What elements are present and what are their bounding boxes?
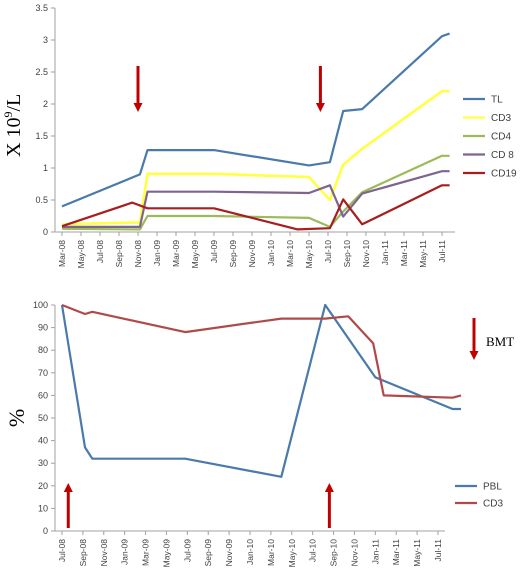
chart1-legend: TL CD3 CD4 CD 8 CD19 — [463, 95, 517, 180]
chart2-x-ticks: Jul-08 Sep-08 Nov-08 Jan-09 Mar-09 May-09 Jul-… — [57, 531, 443, 567]
lymphocyte-counts-chart: 0 0.5 1 1.5 2 2.5 3 3.5 Mar-08 May-08 Jul-08 Sep-0… — [1, 3, 517, 268]
x-tick-label: Jan-11 — [370, 539, 380, 565]
y-tick-label: 1.5 — [35, 131, 48, 141]
x-tick-label: Mar-09 — [171, 240, 181, 267]
legend-label: PBL — [483, 482, 502, 493]
x-tick-label: Mar-10 — [285, 240, 295, 267]
chart1-x-ticks: Mar-08 May-08 Jul-08 Sep-08 Nov-08 Jan-09 Mar-… — [57, 232, 447, 268]
chart1-y-ticks: 0 0.5 1 1.5 2 2.5 3 3.5 — [35, 3, 55, 237]
x-tick-label: Jan-11 — [380, 240, 390, 266]
chart2-series — [60, 303, 462, 478]
x-tick-label: Mar-09 — [141, 539, 151, 566]
bmt-legend-note: BMT — [469, 318, 514, 360]
x-tick-label: Sep-08 — [114, 240, 124, 268]
y-tick-label: 20 — [38, 481, 48, 491]
x-tick-label: Nov-08 — [99, 539, 109, 567]
y-tick-label: 90 — [38, 323, 48, 333]
x-tick-label: Jul-11 — [433, 539, 443, 562]
x-tick-label: Nov-09 — [247, 240, 257, 268]
x-tick-label: Jan-10 — [266, 240, 276, 266]
y-tick-label: 100 — [33, 300, 48, 310]
y-tick-label: 30 — [38, 458, 48, 468]
bmt-legend-label: BMT — [486, 334, 514, 349]
bmt-arrow-head — [324, 483, 334, 492]
legend-label: CD3 — [491, 113, 511, 124]
x-tick-label: Jul-10 — [308, 539, 318, 562]
legend-label: TL — [491, 95, 503, 106]
chart2-y-ticks: 0 10 20 30 40 50 60 70 80 90 100 — [33, 300, 55, 536]
y-tick-label: 3 — [43, 35, 48, 45]
x-tick-label: Jul-09 — [182, 539, 192, 562]
x-tick-label: Sep-09 — [228, 240, 238, 268]
series-line-tl — [61, 32, 450, 208]
x-tick-label: Sep-09 — [203, 539, 213, 567]
x-tick-label: Jan-09 — [120, 539, 130, 565]
chart2-bmt-arrows — [63, 483, 334, 528]
x-tick-label: Jul-09 — [209, 240, 219, 263]
x-tick-label: Jan-10 — [245, 539, 255, 565]
y-tick-label: 50 — [38, 413, 48, 423]
x-tick-label: Mar-10 — [266, 539, 276, 566]
series-line-cd4 — [61, 154, 450, 231]
x-tick-label: May-11 — [418, 240, 428, 268]
y-tick-label: 60 — [38, 390, 48, 400]
x-tick-label: May-10 — [304, 240, 314, 269]
y-tick-label: 0 — [43, 227, 48, 237]
x-tick-label: May-11 — [412, 539, 422, 567]
y-tick-label: 0 — [43, 526, 48, 536]
legend-label: CD 8 — [491, 150, 514, 161]
y-tick-label: 10 — [38, 503, 48, 513]
series-line-cd8 — [62, 170, 450, 228]
x-tick-label: May-09 — [161, 539, 171, 568]
series-line-pbl — [60, 303, 461, 478]
x-tick-label: Jul-08 — [57, 539, 67, 562]
x-tick-label: May-10 — [287, 539, 297, 568]
legend-label: CD4 — [491, 132, 511, 143]
chart2-legend: PBL CD3 — [455, 482, 503, 510]
x-tick-label: May-08 — [76, 240, 86, 269]
y-tick-label: 40 — [38, 436, 48, 446]
bmt-arrow-head — [63, 483, 73, 492]
x-tick-label: Sep-10 — [342, 240, 352, 268]
y-tick-label: 3.5 — [35, 3, 48, 13]
y-tick-label: 2 — [43, 99, 48, 109]
x-tick-label: Jan-09 — [152, 240, 162, 266]
chart2-y-axis-label: % — [4, 409, 29, 427]
legend-label: CD3 — [483, 499, 503, 510]
x-tick-label: Mar-11 — [399, 240, 409, 267]
x-tick-label: Jul-11 — [437, 240, 447, 263]
x-tick-label: Mar-08 — [57, 240, 67, 267]
y-tick-label: 80 — [38, 345, 48, 355]
y-tick-label: 2.5 — [35, 67, 48, 77]
y-tick-label: 0.5 — [35, 195, 48, 205]
chart1-bmt-arrows — [133, 66, 325, 112]
x-tick-label: Jul-10 — [323, 240, 333, 263]
x-tick-label: Nov-08 — [133, 240, 143, 268]
x-tick-label: Sep-10 — [329, 539, 339, 567]
x-tick-label: Nov-10 — [361, 240, 371, 268]
percentage-chart: 0 10 20 30 40 50 60 70 80 90 100 Jul-08 Sep-08 Nov-0… — [4, 300, 514, 567]
chart1-y-axis-label: X 109/L — [1, 94, 25, 157]
y-tick-label: 1 — [43, 163, 48, 173]
chart1-series — [61, 32, 450, 231]
bmt-arrow-head — [315, 103, 325, 112]
legend-label: CD19 — [491, 169, 517, 180]
y-tick-label: 70 — [38, 368, 48, 378]
x-tick-label: Nov-10 — [349, 539, 359, 567]
bmt-arrow-head — [133, 103, 143, 112]
bmt-legend-arrow-head — [469, 351, 479, 360]
x-tick-label: May-09 — [190, 240, 200, 269]
x-tick-label: Mar-11 — [391, 539, 401, 566]
series-line-cd19 — [61, 184, 450, 231]
x-tick-label: Jul-08 — [95, 240, 105, 263]
x-tick-label: Nov-09 — [224, 539, 234, 567]
x-tick-label: Sep-08 — [78, 539, 88, 567]
series-line-cd3 — [61, 303, 462, 399]
